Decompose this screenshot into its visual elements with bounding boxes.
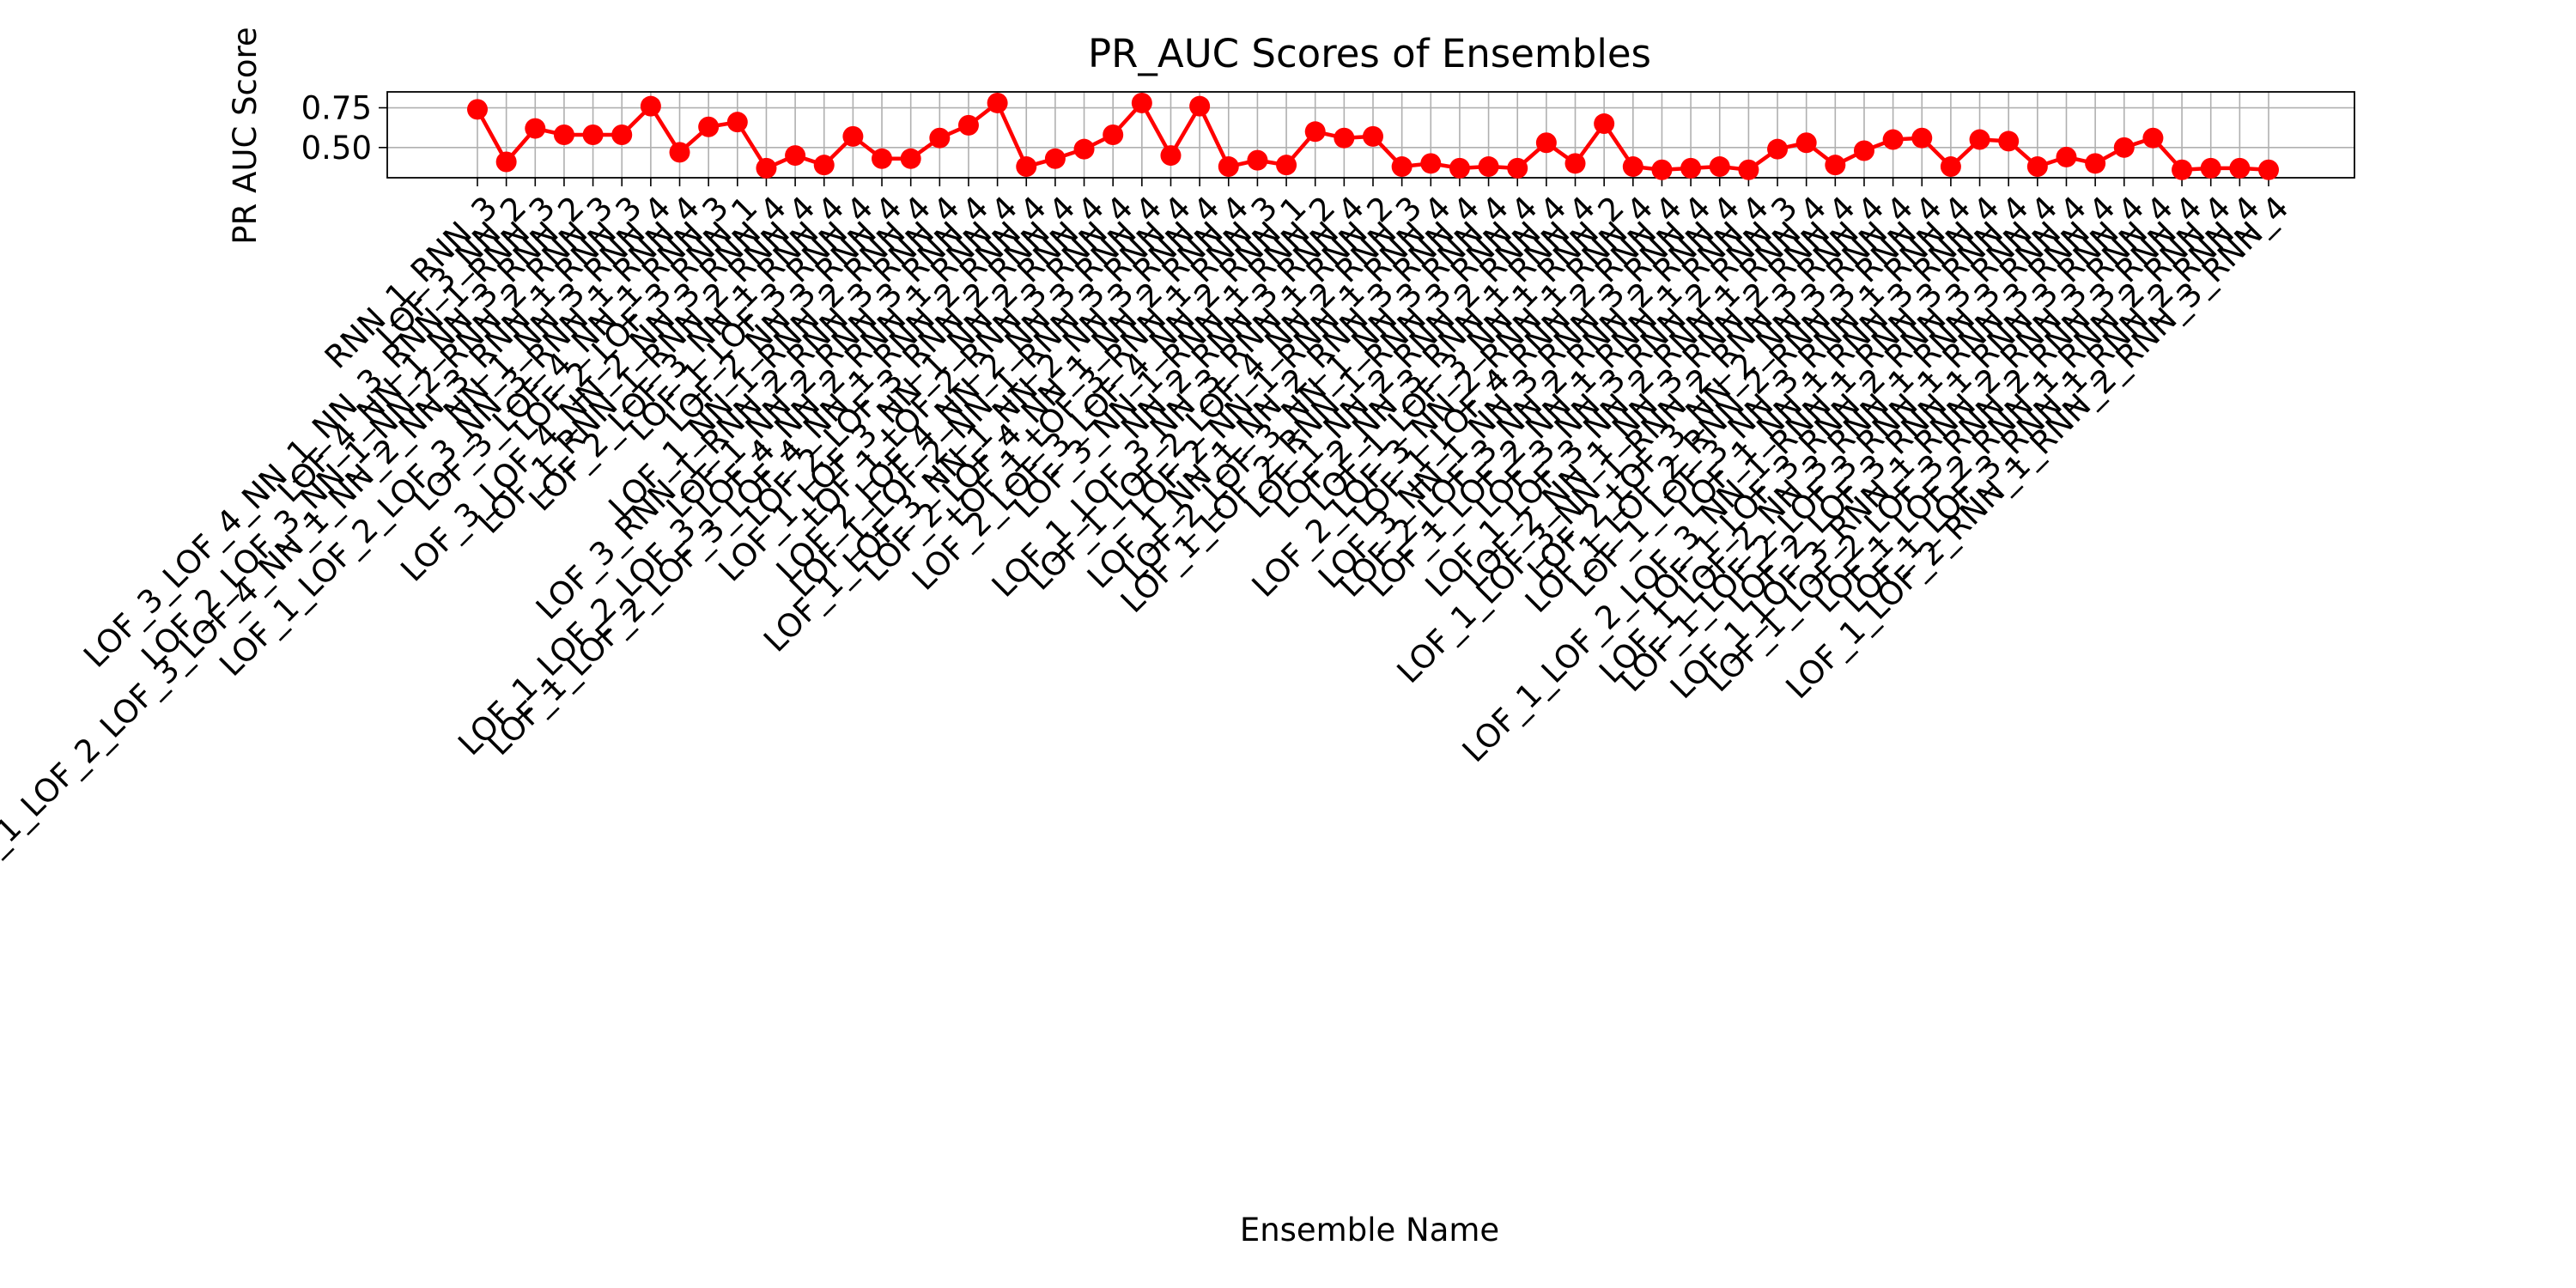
data-point xyxy=(1651,159,1673,180)
data-point xyxy=(553,125,574,145)
data-point xyxy=(1478,156,1499,178)
axes xyxy=(379,91,2355,186)
data-point xyxy=(1680,157,1702,179)
data-point xyxy=(2229,157,2251,179)
data-point xyxy=(1363,125,1383,147)
data-point xyxy=(1767,138,1789,160)
chart-title: PR_AUC Scores of Ensembles xyxy=(1088,31,1651,76)
data-point xyxy=(1507,157,1528,179)
data-point xyxy=(1535,132,1557,154)
series-line xyxy=(467,92,2279,180)
data-point xyxy=(1131,92,1152,113)
data-point xyxy=(1940,156,1961,178)
data-point xyxy=(1969,129,1990,150)
data-point xyxy=(1218,156,1239,178)
y-tick-label: 0.50 xyxy=(301,130,372,167)
data-point xyxy=(2200,157,2221,179)
data-point xyxy=(1189,95,1211,117)
data-point xyxy=(1738,159,1759,180)
data-point xyxy=(1853,140,1874,161)
data-point xyxy=(1160,145,1182,167)
data-point xyxy=(2142,127,2164,149)
data-point xyxy=(726,112,748,133)
data-point xyxy=(1420,153,1442,174)
data-point xyxy=(872,148,893,169)
data-point xyxy=(1882,129,1904,150)
data-point xyxy=(1073,138,1095,160)
data-point xyxy=(1795,132,1817,154)
data-point xyxy=(1825,155,1846,176)
data-point xyxy=(1998,131,2020,152)
data-point xyxy=(756,157,777,179)
data-point xyxy=(813,155,835,176)
data-point xyxy=(467,99,488,120)
data-point xyxy=(1622,156,1643,178)
data-point xyxy=(1334,127,1355,149)
data-point xyxy=(1564,153,1586,174)
data-point xyxy=(900,148,921,169)
data-point xyxy=(987,92,1008,113)
data-point xyxy=(1911,127,1933,149)
data-point xyxy=(1391,156,1413,178)
data-point xyxy=(842,125,864,147)
data-point xyxy=(1044,148,1066,169)
data-point xyxy=(669,142,690,163)
data-point xyxy=(1276,155,1297,176)
data-point xyxy=(929,127,951,149)
data-point xyxy=(1103,125,1124,145)
y-axis-label: PR AUC Score xyxy=(227,27,264,244)
data-point xyxy=(1304,121,1326,143)
data-point xyxy=(1449,157,1470,179)
data-point xyxy=(525,118,546,139)
y-tick-label: 0.75 xyxy=(301,90,372,127)
data-point xyxy=(957,114,979,136)
data-point xyxy=(640,95,661,117)
data-point xyxy=(2113,137,2135,158)
data-point xyxy=(2026,156,2048,178)
data-point xyxy=(785,145,806,167)
data-point xyxy=(1247,149,1268,171)
x-axis-label: Ensemble Name xyxy=(1240,1212,1499,1249)
data-point xyxy=(582,125,604,145)
data-point xyxy=(1594,113,1615,135)
y-tick-labels: 0.500.75 xyxy=(301,90,372,167)
data-point xyxy=(2085,153,2106,174)
data-point xyxy=(2056,146,2077,167)
data-point xyxy=(611,125,633,145)
data-point xyxy=(2258,159,2279,180)
data-point xyxy=(2172,159,2193,180)
data-point xyxy=(698,116,720,137)
data-point xyxy=(495,151,517,173)
data-point xyxy=(1016,156,1037,178)
data-point xyxy=(1709,156,1730,178)
plot-frame xyxy=(386,91,2355,179)
